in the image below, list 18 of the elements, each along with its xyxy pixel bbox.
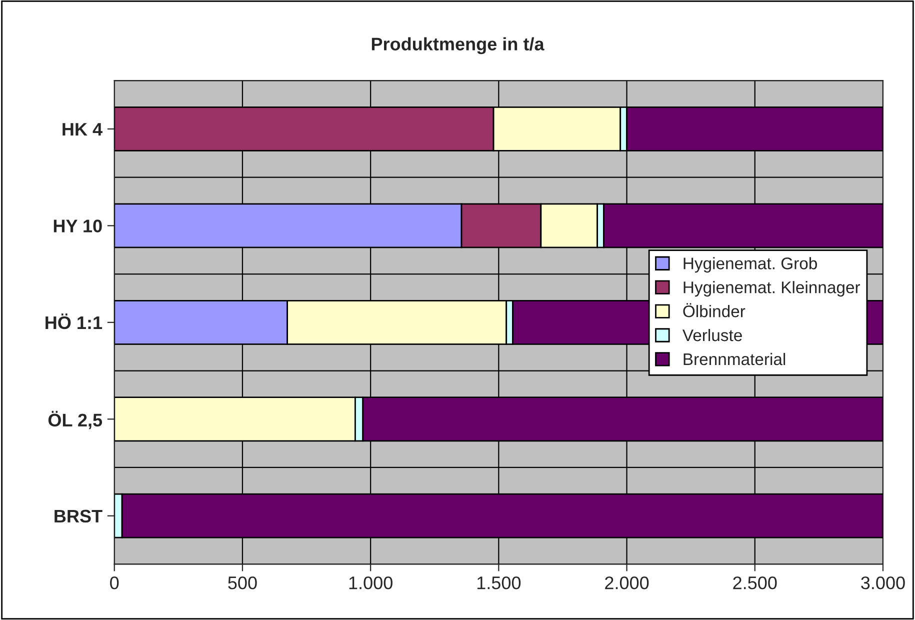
legend-label: Verluste: [682, 328, 742, 342]
x-tick-label: 3.000: [861, 576, 905, 590]
chart-title: Produktmenge in t/a: [372, 37, 544, 54]
y-tick-label: HK 4: [62, 123, 102, 136]
legend-label: Ölbinder: [683, 303, 746, 318]
x-tick-label: 2.500: [733, 576, 777, 590]
x-tick-label: 0: [110, 576, 119, 590]
legend-label: Hygienemat. Kleinnager: [684, 281, 860, 297]
y-tick-label: HÖ 1:1: [46, 314, 102, 330]
y-tick-label: BRST: [54, 510, 102, 523]
x-tick-label: 500: [228, 576, 257, 590]
x-tick-label: 1.500: [477, 576, 521, 590]
y-tick-label: HY 10: [54, 220, 102, 232]
x-tick-label: 2.000: [605, 576, 649, 590]
x-tick-label: 1.000: [349, 576, 392, 590]
legend-label: Brennmaterial: [684, 352, 786, 366]
y-tick-label: ÖL 2,5: [48, 410, 102, 430]
legend-label: Hygienemat. Grob: [684, 257, 817, 273]
